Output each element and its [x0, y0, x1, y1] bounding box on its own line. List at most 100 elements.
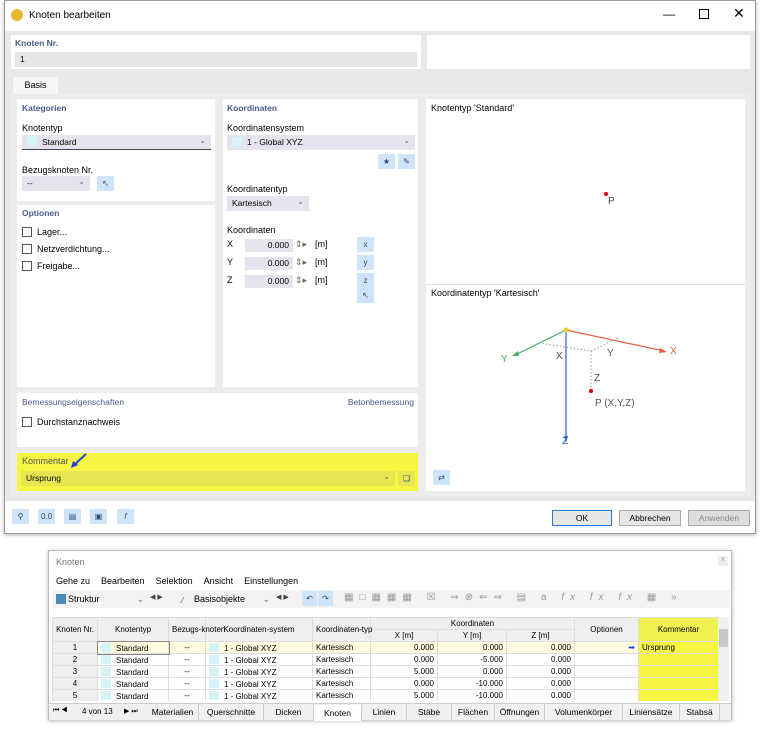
cell-y[interactable]: 0.000 — [437, 641, 507, 654]
cell-type[interactable]: Standard — [97, 677, 169, 690]
sheet-tab[interactable]: Knoten — [314, 705, 362, 721]
tab-basis[interactable]: Basis — [13, 77, 58, 94]
checkbox[interactable] — [22, 227, 32, 237]
ok-button[interactable]: OK — [552, 510, 612, 526]
cell-system[interactable]: 1 - Global XYZ — [205, 665, 313, 678]
cell-options[interactable] — [574, 653, 639, 666]
cell-y[interactable]: -10.000 — [437, 689, 507, 701]
cell-options[interactable] — [574, 665, 639, 678]
col-header-options[interactable]: Optionen — [574, 617, 639, 642]
cell-z[interactable]: 0.000 — [506, 677, 575, 690]
menu-selection[interactable]: Selektion — [155, 576, 193, 586]
option-mesh-refinement[interactable]: Netzverdichtung... — [22, 244, 110, 254]
checkbox[interactable] — [22, 261, 32, 271]
nav-arrows[interactable]: ◀ ▶ — [150, 594, 163, 601]
cell-z[interactable]: 0.000 — [506, 689, 575, 701]
objects-select[interactable]: ⁄ Basisobjekte ⌄ — [180, 592, 272, 606]
select-alt-icon[interactable]: ↷ — [318, 591, 333, 606]
cell-x[interactable]: 5.000 — [370, 689, 438, 701]
cell-x[interactable]: 0.000 — [370, 641, 438, 654]
cell-ref[interactable]: -- — [168, 677, 206, 690]
cell-comment[interactable] — [638, 677, 718, 690]
cell-y[interactable]: -10.000 — [437, 677, 507, 690]
cell-y[interactable]: 0.000 — [437, 665, 507, 678]
cell-ctype[interactable]: Kartesisch — [312, 641, 371, 654]
cell-ctype[interactable]: Kartesisch — [312, 689, 371, 701]
arrow-annotation-icon[interactable]: ➡ — [574, 641, 639, 654]
cell-nr[interactable]: 4 — [52, 677, 98, 690]
scrollbar-thumb[interactable] — [719, 629, 728, 647]
pick-y-button[interactable]: y — [357, 255, 374, 270]
col-header-ref[interactable]: Bezugs-knoten — [168, 617, 225, 642]
structure-select[interactable]: Struktur ⌄ — [54, 592, 146, 606]
cell-comment[interactable] — [638, 665, 718, 678]
formula-icon[interactable]: f — [117, 509, 134, 524]
sheet-tab[interactable]: Dicken — [264, 704, 314, 720]
pick-z-button[interactable]: z — [357, 273, 374, 288]
col-header-comment[interactable]: Kommentar — [638, 617, 718, 642]
col-header-y[interactable]: Y [m] — [437, 629, 507, 642]
cell-x[interactable]: 0.000 — [370, 653, 438, 666]
cell-z[interactable]: 0.000 — [506, 641, 575, 654]
cell-system[interactable]: 1 - Global XYZ — [205, 689, 313, 701]
cell-options[interactable] — [574, 689, 639, 701]
col-header-ctype[interactable]: Koordinaten-typ — [312, 617, 372, 642]
cell-ref[interactable]: -- — [168, 653, 206, 666]
apply-button[interactable]: Anwenden — [688, 510, 750, 526]
menu-view[interactable]: Ansicht — [203, 576, 234, 586]
z-input[interactable]: 0.000 — [245, 275, 293, 288]
cell-type[interactable]: Standard — [96, 640, 170, 655]
cell-system[interactable]: 1 - Global XYZ — [205, 653, 313, 666]
comment-select[interactable]: Ursprung ⌄ — [21, 471, 395, 486]
ref-node-select[interactable]: -- ⌄ — [22, 176, 90, 191]
x-input[interactable]: 0.000 — [245, 239, 293, 252]
units-icon[interactable]: 0.0 — [38, 509, 55, 524]
view-icon[interactable]: ▣ — [90, 509, 107, 524]
table-row[interactable]: 5 Standard -- 1 - Global XYZ Kartesisch 5.000… — [52, 689, 718, 701]
spinner-icon[interactable]: ⇕▸ — [295, 257, 308, 267]
cell-nr[interactable]: 1 — [52, 641, 98, 654]
pick-node-button[interactable]: ↖ — [97, 176, 114, 191]
col-header-type[interactable]: Knotentyp — [97, 617, 169, 642]
cell-options[interactable] — [574, 677, 639, 690]
cell-nr[interactable]: 5 — [52, 689, 98, 701]
sheet-tab[interactable]: Linien — [362, 704, 407, 720]
cell-type[interactable]: Standard — [97, 689, 169, 701]
cell-type[interactable]: Standard — [97, 653, 169, 666]
vertical-scrollbar[interactable] — [718, 617, 729, 701]
cell-nr[interactable]: 3 — [52, 665, 98, 678]
new-coord-system-button[interactable]: ★ — [378, 154, 395, 169]
sheet-tab[interactable]: Stäbe — [407, 704, 452, 720]
first-prev-nav[interactable]: ⏮ ◀ — [53, 707, 68, 714]
sheet-tab[interactable]: Querschnitte — [199, 704, 264, 720]
table-row[interactable]: 4 Standard -- 1 - Global XYZ Kartesisch 0.000… — [52, 677, 718, 690]
col-header-z[interactable]: Z [m] — [506, 629, 575, 642]
cell-system[interactable]: 1 - Global XYZ — [205, 677, 313, 690]
checkbox[interactable] — [22, 417, 32, 427]
option-supports[interactable]: Lager... — [22, 227, 67, 237]
col-header-nr[interactable]: Knoten Nr. — [52, 617, 98, 642]
pick-point-button[interactable]: ↖ — [357, 288, 374, 303]
menu-edit[interactable]: Bearbeiten — [101, 576, 145, 586]
table-row[interactable]: 3 Standard -- 1 - Global XYZ Kartesisch 5.000… — [52, 665, 718, 678]
checkbox[interactable] — [22, 244, 32, 254]
node-number-field[interactable]: 1 — [15, 52, 417, 67]
cell-x[interactable]: 5.000 — [370, 665, 438, 678]
preview-options-button[interactable]: ⇄ — [433, 470, 450, 485]
punching-check-option[interactable]: Durchstanznachweis — [22, 417, 120, 427]
next-last-nav[interactable]: ▶ ⏭ — [124, 708, 138, 715]
select-icon[interactable]: ↶ — [302, 591, 317, 606]
node-type-select[interactable]: Standard ⌄ — [22, 135, 211, 150]
cell-ctype[interactable]: Kartesisch — [312, 677, 371, 690]
cell-x[interactable]: 0.000 — [370, 677, 438, 690]
maximize-icon[interactable] — [699, 9, 709, 19]
table-tools-icons[interactable]: ▦□▦▦▦ ☒ ⇒⊗⇐⇒ ▤ a fx fx fx ▦ » — [344, 592, 683, 603]
minimize-icon[interactable]: — — [663, 7, 675, 21]
cell-ref[interactable]: -- — [168, 665, 206, 678]
cancel-button[interactable]: Abbrechen — [619, 510, 681, 526]
cell-ctype[interactable]: Kartesisch — [312, 665, 371, 678]
cell-comment[interactable] — [638, 689, 718, 701]
cell-z[interactable]: 0.000 — [506, 653, 575, 666]
spinner-icon[interactable]: ⇕▸ — [295, 239, 308, 249]
cell-comment[interactable] — [638, 653, 718, 666]
